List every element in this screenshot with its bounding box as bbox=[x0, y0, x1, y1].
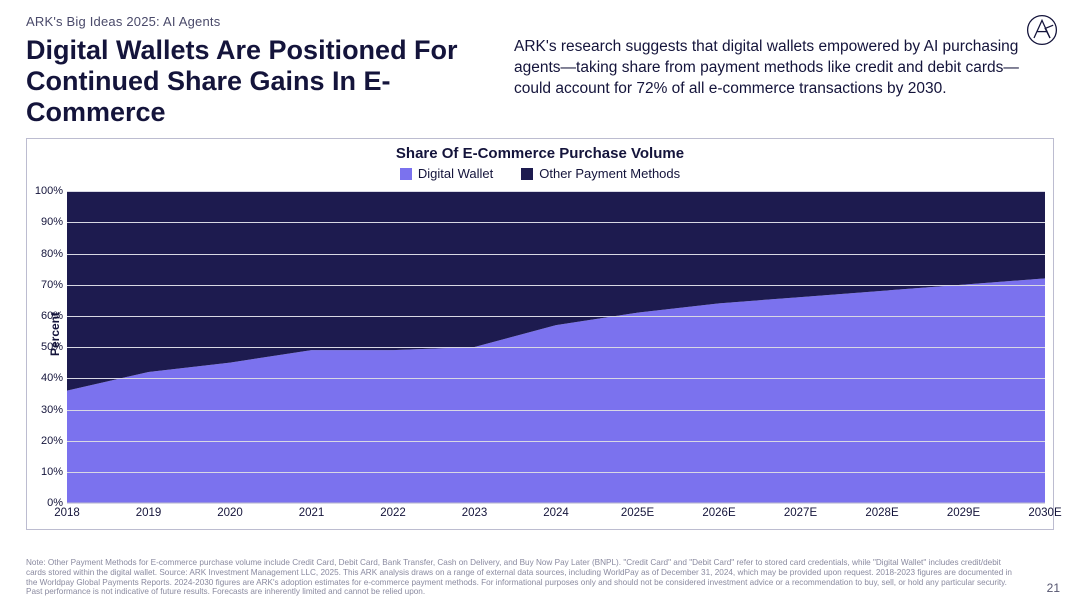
legend-item-digital-wallet: Digital Wallet bbox=[400, 166, 493, 181]
x-tick: 2028E bbox=[865, 503, 898, 519]
gridline bbox=[67, 191, 1045, 192]
chart-legend: Digital Wallet Other Payment Methods bbox=[27, 166, 1053, 181]
y-tick: 100% bbox=[35, 185, 67, 197]
x-tick: 2026E bbox=[702, 503, 735, 519]
legend-item-other: Other Payment Methods bbox=[521, 166, 680, 181]
y-tick: 70% bbox=[41, 279, 67, 291]
gridline bbox=[67, 347, 1045, 348]
gridline bbox=[67, 285, 1045, 286]
gridline bbox=[67, 254, 1045, 255]
gridline bbox=[67, 441, 1045, 442]
chart-plot-area: 0%10%20%30%40%50%60%70%80%90%100%2018201… bbox=[67, 191, 1045, 503]
legend-label: Digital Wallet bbox=[418, 166, 493, 181]
x-tick: 2018 bbox=[54, 503, 80, 519]
x-tick: 2019 bbox=[136, 503, 162, 519]
y-tick: 90% bbox=[41, 216, 67, 228]
gridline bbox=[67, 472, 1045, 473]
gridline bbox=[67, 378, 1045, 379]
x-tick: 2021 bbox=[299, 503, 325, 519]
y-tick: 40% bbox=[41, 372, 67, 384]
legend-label: Other Payment Methods bbox=[539, 166, 680, 181]
x-tick: 2023 bbox=[462, 503, 488, 519]
y-tick: 80% bbox=[41, 248, 67, 260]
gridline bbox=[67, 222, 1045, 223]
footnote: Note: Other Payment Methods for E-commer… bbox=[26, 558, 1020, 597]
x-tick: 2029E bbox=[947, 503, 980, 519]
y-tick: 20% bbox=[41, 435, 67, 447]
slide: ARK's Big Ideas 2025: AI Agents Digital … bbox=[0, 0, 1080, 605]
y-tick: 30% bbox=[41, 404, 67, 416]
legend-swatch bbox=[400, 168, 412, 180]
y-tick: 50% bbox=[41, 341, 67, 353]
eyebrow: ARK's Big Ideas 2025: AI Agents bbox=[26, 14, 1054, 29]
gridline bbox=[67, 410, 1045, 411]
chart-title: Share Of E-Commerce Purchase Volume bbox=[27, 139, 1053, 162]
gridline bbox=[67, 316, 1045, 317]
legend-swatch bbox=[521, 168, 533, 180]
page-title: Digital Wallets Are Positioned For Conti… bbox=[26, 35, 474, 128]
x-tick: 2022 bbox=[380, 503, 406, 519]
chart-frame: Share Of E-Commerce Purchase Volume Digi… bbox=[26, 138, 1054, 530]
x-tick: 2024 bbox=[543, 503, 569, 519]
x-tick: 2025E bbox=[621, 503, 654, 519]
x-tick: 2020 bbox=[217, 503, 243, 519]
x-tick: 2027E bbox=[784, 503, 817, 519]
x-tick: 2030E bbox=[1028, 503, 1061, 519]
y-tick: 60% bbox=[41, 310, 67, 322]
y-tick: 10% bbox=[41, 466, 67, 478]
subtitle: ARK's research suggests that digital wal… bbox=[514, 35, 1054, 100]
page-number: 21 bbox=[1047, 581, 1060, 595]
ark-logo bbox=[1026, 14, 1058, 51]
header: Digital Wallets Are Positioned For Conti… bbox=[26, 35, 1054, 128]
